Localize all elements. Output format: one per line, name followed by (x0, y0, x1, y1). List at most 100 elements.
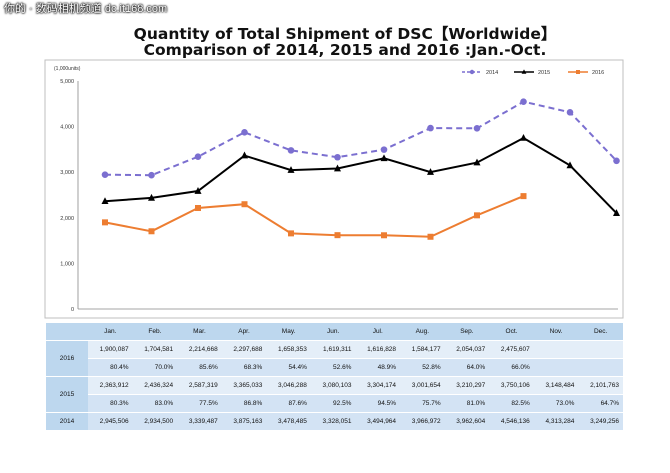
legend-marker (469, 69, 475, 75)
data-point (148, 171, 155, 179)
data-point (287, 147, 295, 154)
ratio-cell: 52.8% (400, 358, 445, 377)
shipment-value-cell: 2,101,763 (578, 376, 623, 395)
month-header-cell: Feb. (132, 323, 178, 341)
data-point (334, 153, 341, 161)
shipment-value-cell: 2,054,037 (444, 340, 490, 359)
y-axis-ticks: 0 1,000 2,000 3,000 4,000 5,000 (60, 79, 74, 313)
data-point (473, 158, 481, 166)
data-point (566, 109, 574, 116)
table-row: 2015 2,363,912 2,436,324 2,587,319 3,365,033… (46, 376, 623, 413)
month-header-cell: Sep. (444, 323, 490, 341)
data-point (427, 124, 434, 132)
ratio-cell: 82.5% (489, 394, 534, 413)
data-point (427, 168, 434, 175)
ratio-cell: 80.4% (88, 358, 133, 377)
data-point (427, 233, 434, 240)
series-line-2014 (104, 100, 618, 177)
data-point (102, 219, 108, 226)
shipment-value-cell: 1,704,581 (132, 340, 178, 359)
ratio-cell: 94.5% (355, 394, 401, 413)
shipment-value-cell: 1,619,311 (310, 340, 356, 359)
data-point (473, 125, 481, 132)
month-header-cell: Jul. (355, 323, 401, 341)
year-label-cell: 2016 (46, 340, 88, 377)
month-header-cell: Dec. (578, 323, 623, 341)
month-header-cell: Apr. (221, 323, 267, 341)
table-row: 2014 2,945,506 2,934,500 3,339,487 3,875,163… (46, 412, 623, 431)
month-header-cell: Jun. (310, 323, 356, 341)
legend-item-2015: 2015 (514, 69, 550, 76)
ratio-cell: 70.0% (132, 358, 178, 377)
month-header-cell: Nov. (533, 323, 579, 341)
data-point (241, 151, 248, 159)
data-point (148, 193, 155, 201)
shipment-value-cell: 3,304,174 (355, 376, 401, 395)
ratio-cell: 54.4% (266, 358, 311, 377)
legend-marker (576, 70, 580, 74)
y-tick-label: 3,000 (60, 170, 74, 176)
shipment-value-cell: 3,210,297 (444, 376, 490, 395)
month-header-cell: Mar. (177, 323, 222, 341)
data-point (288, 230, 294, 237)
table-row: 80.4% 70.0% 85.6% 68.3% 54.4% 52.6% 48.9% 52.8%… (46, 358, 623, 377)
shipment-value-cell (533, 340, 579, 359)
shipment-value-cell: 3,328,051 (310, 412, 356, 431)
legend-label: 2016 (592, 70, 604, 76)
shipment-value-cell: 3,966,972 (400, 412, 445, 431)
series-layer (101, 98, 620, 240)
ratio-cell: 48.9% (355, 358, 401, 377)
ratio-cell (578, 358, 623, 377)
ratio-cell: 87.6% (266, 394, 311, 413)
series-line-2015 (104, 136, 618, 214)
ratio-cell: 83.0% (132, 394, 178, 413)
shipment-value-cell: 3,478,485 (266, 412, 311, 431)
data-point (194, 153, 202, 161)
ratio-cell: 85.6% (177, 358, 222, 377)
shipment-value-cell: 3,962,604 (444, 412, 490, 431)
shipment-value-cell: 3,080,103 (310, 376, 356, 395)
data-point (101, 171, 109, 178)
shipment-value-cell: 1,658,353 (266, 340, 311, 359)
series-line-2016 (104, 195, 524, 238)
y-tick-label: 2,000 (60, 216, 74, 222)
series-2015 (101, 133, 620, 216)
year-label-cell: 2014 (46, 412, 88, 431)
y-tick-label: 1,000 (60, 261, 74, 267)
shipment-value-cell: 1,584,177 (400, 340, 445, 359)
data-table: Jan. Feb. Mar. Apr. May. Jun. Jul. Aug. Sep. Oct.… (46, 323, 623, 431)
y-tick-label: 5,000 (60, 79, 74, 85)
shipment-value-cell: 3,875,163 (221, 412, 267, 431)
table-header-row: Jan. Feb. Mar. Apr. May. Jun. Jul. Aug. Sep. Oct.… (46, 323, 623, 341)
ratio-cell: 64.0% (444, 358, 490, 377)
y-tick-label: 0 (71, 307, 74, 313)
y-tick-label: 4,000 (60, 125, 74, 131)
shipment-value-cell: 2,297,688 (221, 340, 267, 359)
shipment-value-cell: 1,616,828 (355, 340, 401, 359)
month-header-cell: Aug. (400, 323, 445, 341)
data-point (474, 212, 480, 219)
shipment-value-cell: 2,214,668 (177, 340, 222, 359)
data-point (613, 209, 620, 216)
ratio-cell: 52.6% (310, 358, 356, 377)
shipment-value-cell: 1,900,087 (88, 340, 133, 359)
ratio-cell (533, 358, 579, 377)
watermark-text: 你的 · 数码相机频道 dc.it168.com (4, 3, 168, 15)
ratio-cell: 73.0% (533, 394, 579, 413)
y-axis-unit-label: (1,000units) (54, 66, 81, 72)
table-row: 80.3% 83.0% 77.5% 86.8% 87.6% 92.5% 94.5% 75.7%… (46, 394, 623, 413)
series-2014 (101, 98, 620, 179)
ratio-cell: 86.8% (221, 394, 267, 413)
data-point (194, 187, 202, 194)
data-point (520, 193, 527, 200)
legend-label: 2014 (486, 70, 498, 76)
data-point (287, 166, 295, 173)
table-corner-cell (46, 323, 88, 341)
shipment-value-cell: 4,313,284 (533, 412, 579, 431)
shipment-value-cell: 2,587,319 (177, 376, 222, 395)
ratio-cell: 81.0% (444, 394, 490, 413)
shipment-value-cell: 2,934,500 (132, 412, 178, 431)
legend-item-2014: 2014 (462, 69, 498, 76)
data-point (381, 232, 387, 239)
